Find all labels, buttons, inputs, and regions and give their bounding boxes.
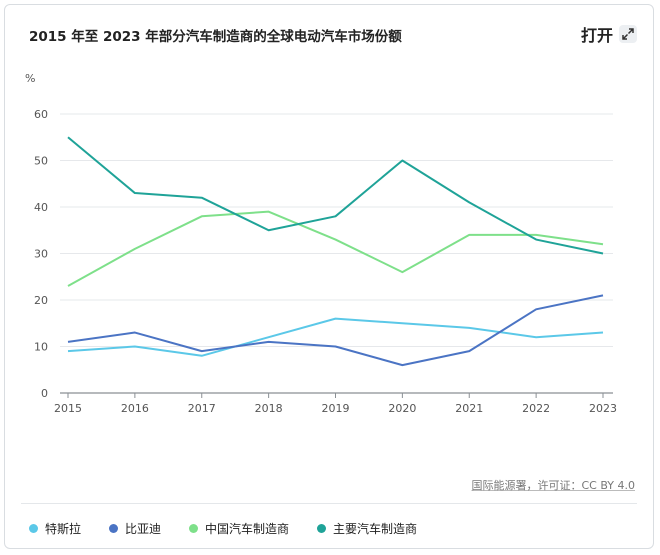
y-tick-label: 40 xyxy=(34,201,48,214)
y-tick-label: 0 xyxy=(41,387,48,400)
legend-item[interactable]: 主要汽车制造商 xyxy=(317,520,417,537)
y-tick-label: 10 xyxy=(34,341,48,354)
legend-label: 特斯拉 xyxy=(45,522,82,536)
legend-item[interactable]: 特斯拉 xyxy=(29,520,81,537)
open-button[interactable]: 打开 xyxy=(581,22,637,46)
y-axis-label: % xyxy=(25,72,35,85)
expand-arrows-icon[interactable] xyxy=(619,25,637,43)
y-tick-label: 20 xyxy=(34,294,48,307)
chart-title: 2015 年至 2023 年部分汽车制造商的全球电动汽车市场份额 xyxy=(29,29,402,45)
series-line[interactable] xyxy=(67,136,604,255)
legend-item[interactable]: 中国汽车制造商 xyxy=(189,520,289,537)
x-tick-label: 2019 xyxy=(322,402,350,415)
open-label: 打开 xyxy=(580,26,613,45)
legend-label: 比亚迪 xyxy=(125,522,162,536)
y-tick-label: 60 xyxy=(34,108,48,121)
series-line[interactable] xyxy=(67,210,604,287)
x-tick-label: 2015 xyxy=(54,402,82,415)
x-tick-label: 2016 xyxy=(121,402,149,415)
y-tick-label: 50 xyxy=(34,155,48,168)
x-tick-label: 2018 xyxy=(255,402,283,415)
legend-swatch xyxy=(29,524,38,533)
legend-swatch xyxy=(109,524,119,533)
divider xyxy=(21,503,637,504)
chart-card: 2015 年至 2023 年部分汽车制造商的全球电动汽车市场份额 打开 国际能源… xyxy=(4,4,654,549)
legend-label: 中国汽车制造商 xyxy=(205,522,290,536)
x-tick-label: 2021 xyxy=(455,402,483,415)
legend-swatch xyxy=(189,524,199,533)
x-tick-label: 2023 xyxy=(589,402,617,415)
x-tick-label: 2022 xyxy=(522,402,550,415)
legend-item[interactable]: 比亚迪 xyxy=(109,520,161,537)
series-line[interactable] xyxy=(67,317,604,357)
legend-swatch xyxy=(317,524,327,533)
series-line[interactable] xyxy=(67,294,604,367)
x-tick-label: 2020 xyxy=(388,402,416,415)
line-chart: % 0 10 20 30 40 50 60 2015 2016 2017 2018 2019 2020 2… xyxy=(25,72,617,415)
source-link[interactable]: 国际能源署，许可证：CC BY 4.0 xyxy=(471,479,635,492)
legend-label: 主要汽车制造商 xyxy=(333,522,418,536)
x-tick-label: 2017 xyxy=(188,402,216,415)
y-tick-label: 30 xyxy=(34,248,48,261)
legend: 特斯拉 比亚迪 中国汽车制造商 主要汽车制造商 xyxy=(29,520,417,537)
